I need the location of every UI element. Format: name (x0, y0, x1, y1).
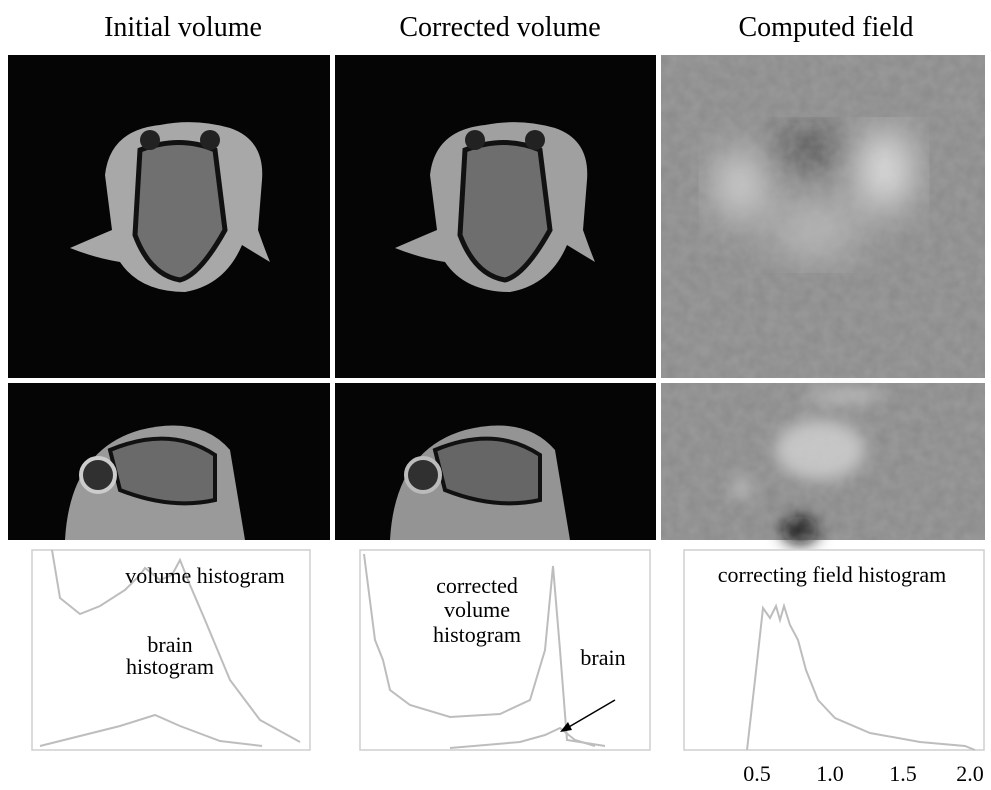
histogram-field: correcting field histogram (684, 550, 984, 750)
sagittal-corrected (335, 383, 656, 540)
column-title: Corrected volume (399, 12, 600, 43)
axial-initial (8, 55, 330, 378)
column-title: Initial volume (104, 12, 262, 43)
histogram-label: brain (580, 645, 625, 670)
sagittal-initial (8, 383, 330, 540)
axis-label: 1.0 (816, 761, 844, 786)
histogram-corrected: corrected volume histogram brain (360, 550, 650, 750)
histogram-label: histogram (433, 622, 521, 647)
axis-label: 2.0 (956, 761, 984, 786)
histogram-label: volume (444, 597, 510, 622)
axis-label: 0.5 (743, 761, 771, 786)
histogram-initial: volume histogram brain histogram (32, 550, 310, 750)
axis-label: 1.5 (889, 761, 917, 786)
histogram-label: histogram (126, 654, 214, 679)
axial-corrected (335, 55, 656, 378)
histogram-label: volume histogram (125, 563, 284, 588)
histogram-label: correcting field histogram (718, 562, 946, 587)
figure: Initial volume Corrected volume Computed… (0, 0, 991, 790)
column-title: Computed field (739, 12, 914, 43)
field-sagittal (661, 383, 985, 544)
field-axial (661, 55, 985, 378)
histogram-label: corrected (436, 573, 518, 598)
